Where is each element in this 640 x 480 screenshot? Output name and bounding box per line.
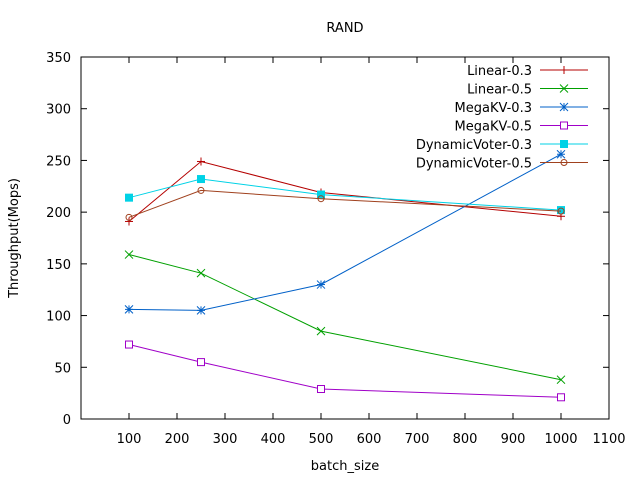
legend-label: Linear-0.3: [467, 64, 532, 79]
x-tick-label: 700: [405, 432, 430, 447]
data-point: [556, 149, 566, 159]
data-point: [197, 358, 205, 367]
x-tick-label: 100: [117, 432, 142, 447]
data-point: [556, 375, 566, 385]
legend-entry: Linear-0.5: [467, 83, 588, 98]
data-point: [125, 193, 133, 202]
data-point: [197, 175, 205, 184]
data-point: [317, 385, 325, 394]
series-dynamicvoter-0-3: [125, 175, 565, 215]
legend-entry: Linear-0.3: [467, 64, 588, 79]
series-line: [128, 344, 562, 398]
x-tick-label: 200: [165, 432, 190, 447]
x-tick-label: 900: [501, 432, 526, 447]
legend-label: MegaKV-0.5: [455, 120, 532, 135]
y-tick-label: 0: [63, 413, 71, 428]
data-point: [197, 186, 205, 194]
legend-entry: MegaKV-0.5: [455, 120, 588, 135]
data-point: [125, 340, 133, 349]
series-line: [128, 189, 562, 218]
x-tick-label: 500: [309, 432, 334, 447]
series-line: [128, 153, 562, 311]
legend-marker: [559, 84, 569, 93]
x-tick-label: 1100: [592, 432, 625, 447]
series-megakv-0-5: [125, 340, 565, 402]
x-tick-label: 300: [213, 432, 238, 447]
x-tick-label: 800: [453, 432, 478, 447]
legend-marker: [560, 140, 568, 148]
x-tick-label: 1000: [544, 432, 577, 447]
legend-label: DynamicVoter-0.3: [416, 138, 532, 153]
series-dynamicvoter-0-5: [125, 186, 565, 221]
series-line: [128, 254, 562, 381]
data-point: [196, 268, 206, 278]
x-tick-label: 600: [357, 432, 382, 447]
series-megakv-0-3: [124, 149, 566, 315]
data-point: [197, 157, 205, 166]
data-point: [125, 217, 133, 226]
legend-label: DynamicVoter-0.5: [416, 157, 532, 172]
y-tick-label: 350: [46, 51, 71, 66]
y-tick-label: 100: [46, 310, 71, 325]
y-axis-label: Throughput(Mops): [7, 178, 22, 299]
y-tick-label: 300: [46, 103, 71, 118]
chart-title: RAND: [326, 21, 363, 36]
data-point: [557, 207, 565, 215]
y-tick-label: 150: [46, 258, 71, 273]
data-point: [557, 206, 565, 215]
legend-marker: [560, 66, 568, 74]
data-point: [316, 326, 326, 336]
plot-frame: [80, 56, 610, 420]
y-tick-label: 200: [46, 206, 71, 221]
series-linear-0-5: [124, 250, 566, 385]
data-point: [125, 213, 133, 221]
legend-marker: [560, 159, 568, 166]
data-point: [124, 305, 134, 314]
x-tick-label: 400: [261, 432, 286, 447]
legend-entry: DynamicVoter-0.5: [416, 157, 588, 172]
legend-marker: [560, 121, 568, 130]
legend-entry: DynamicVoter-0.3: [416, 138, 588, 153]
data-point: [316, 280, 326, 289]
legend-entry: MegaKV-0.3: [455, 101, 588, 116]
y-tick-label: 50: [54, 361, 71, 376]
data-point: [557, 393, 565, 402]
x-axis-label: batch_size: [311, 459, 379, 474]
data-point: [124, 250, 134, 259]
data-point: [317, 195, 325, 203]
series-line: [128, 178, 562, 211]
data-point: [317, 190, 325, 199]
y-tick-label: 250: [46, 154, 71, 169]
data-point: [196, 306, 206, 315]
legend-label: MegaKV-0.3: [455, 101, 532, 116]
legend-label: Linear-0.5: [467, 83, 532, 98]
legend-marker: [559, 102, 569, 112]
